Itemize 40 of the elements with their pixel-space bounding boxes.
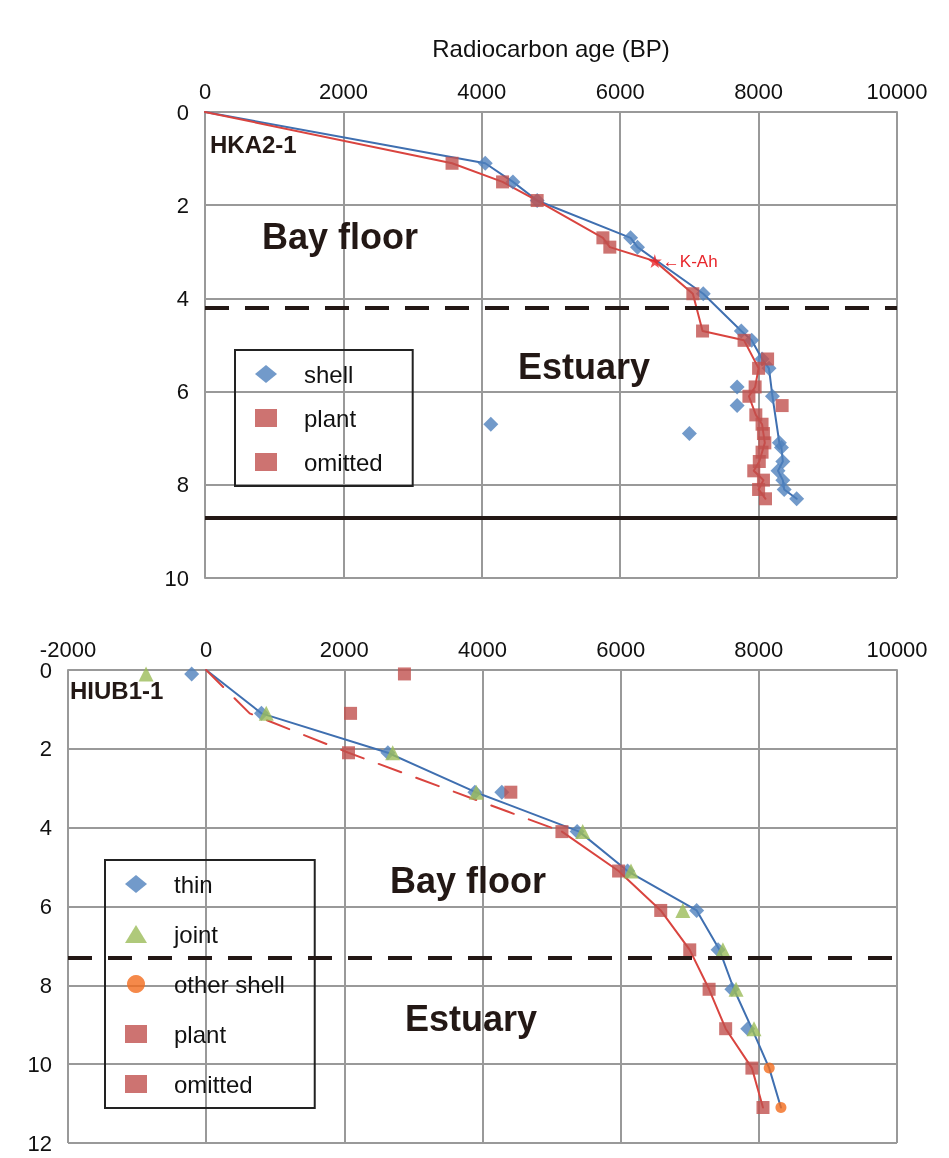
y-tick-label: 10	[27, 1051, 52, 1077]
x-tick-label: 2000	[318, 78, 368, 104]
x-tick-label: 8000	[734, 78, 784, 104]
x-tick-label: 6000	[595, 78, 645, 104]
x-tick-label: 10000	[866, 78, 928, 104]
y-tick-label: 12	[27, 1130, 52, 1156]
x-tick-label: 4000	[458, 636, 507, 662]
legend-label: other shell	[174, 970, 285, 998]
legend-label: plant	[304, 404, 357, 432]
annotation: Estuary	[518, 345, 651, 387]
y-tick-label: 2	[39, 736, 52, 762]
y-tick-label: 2	[176, 192, 189, 218]
annotation: ←K-Ah	[662, 251, 718, 271]
legend-label: thin	[174, 870, 213, 898]
annotation: HIUB1-1	[70, 676, 164, 704]
y-tick-label: 8	[176, 472, 189, 498]
y-tick-label: 6	[176, 379, 189, 405]
x-tick-label: 10000	[866, 636, 928, 662]
y-tick-label: 0	[176, 99, 189, 125]
y-tick-label: 4	[39, 815, 52, 841]
y-tick-label: 10	[164, 565, 189, 591]
x-tick-label: 4000	[457, 78, 507, 104]
x-tick-label: 0	[200, 636, 213, 662]
annotation: Bay floor	[262, 215, 419, 257]
annotation: HKA2-1	[210, 130, 297, 158]
y-tick-label: 6	[39, 894, 52, 919]
x-tick-label: 2000	[319, 636, 369, 662]
legend-label: plant	[174, 1020, 227, 1048]
legend-label: shell	[304, 360, 354, 388]
annotation: Estuary	[405, 997, 538, 1039]
x-tick-label: 8000	[734, 636, 784, 662]
legend-label: omitted	[304, 448, 383, 476]
x-axis-title: Radiocarbon age (BP)	[432, 34, 670, 62]
legend-label: omitted	[174, 1070, 253, 1098]
y-tick-label: 4	[176, 285, 189, 311]
annotation: Bay floor	[390, 859, 547, 901]
x-tick-label: 6000	[596, 636, 646, 662]
x-tick-label: 0	[198, 78, 212, 104]
legend-label: joint	[173, 920, 219, 948]
y-tick-label: 8	[39, 972, 52, 998]
